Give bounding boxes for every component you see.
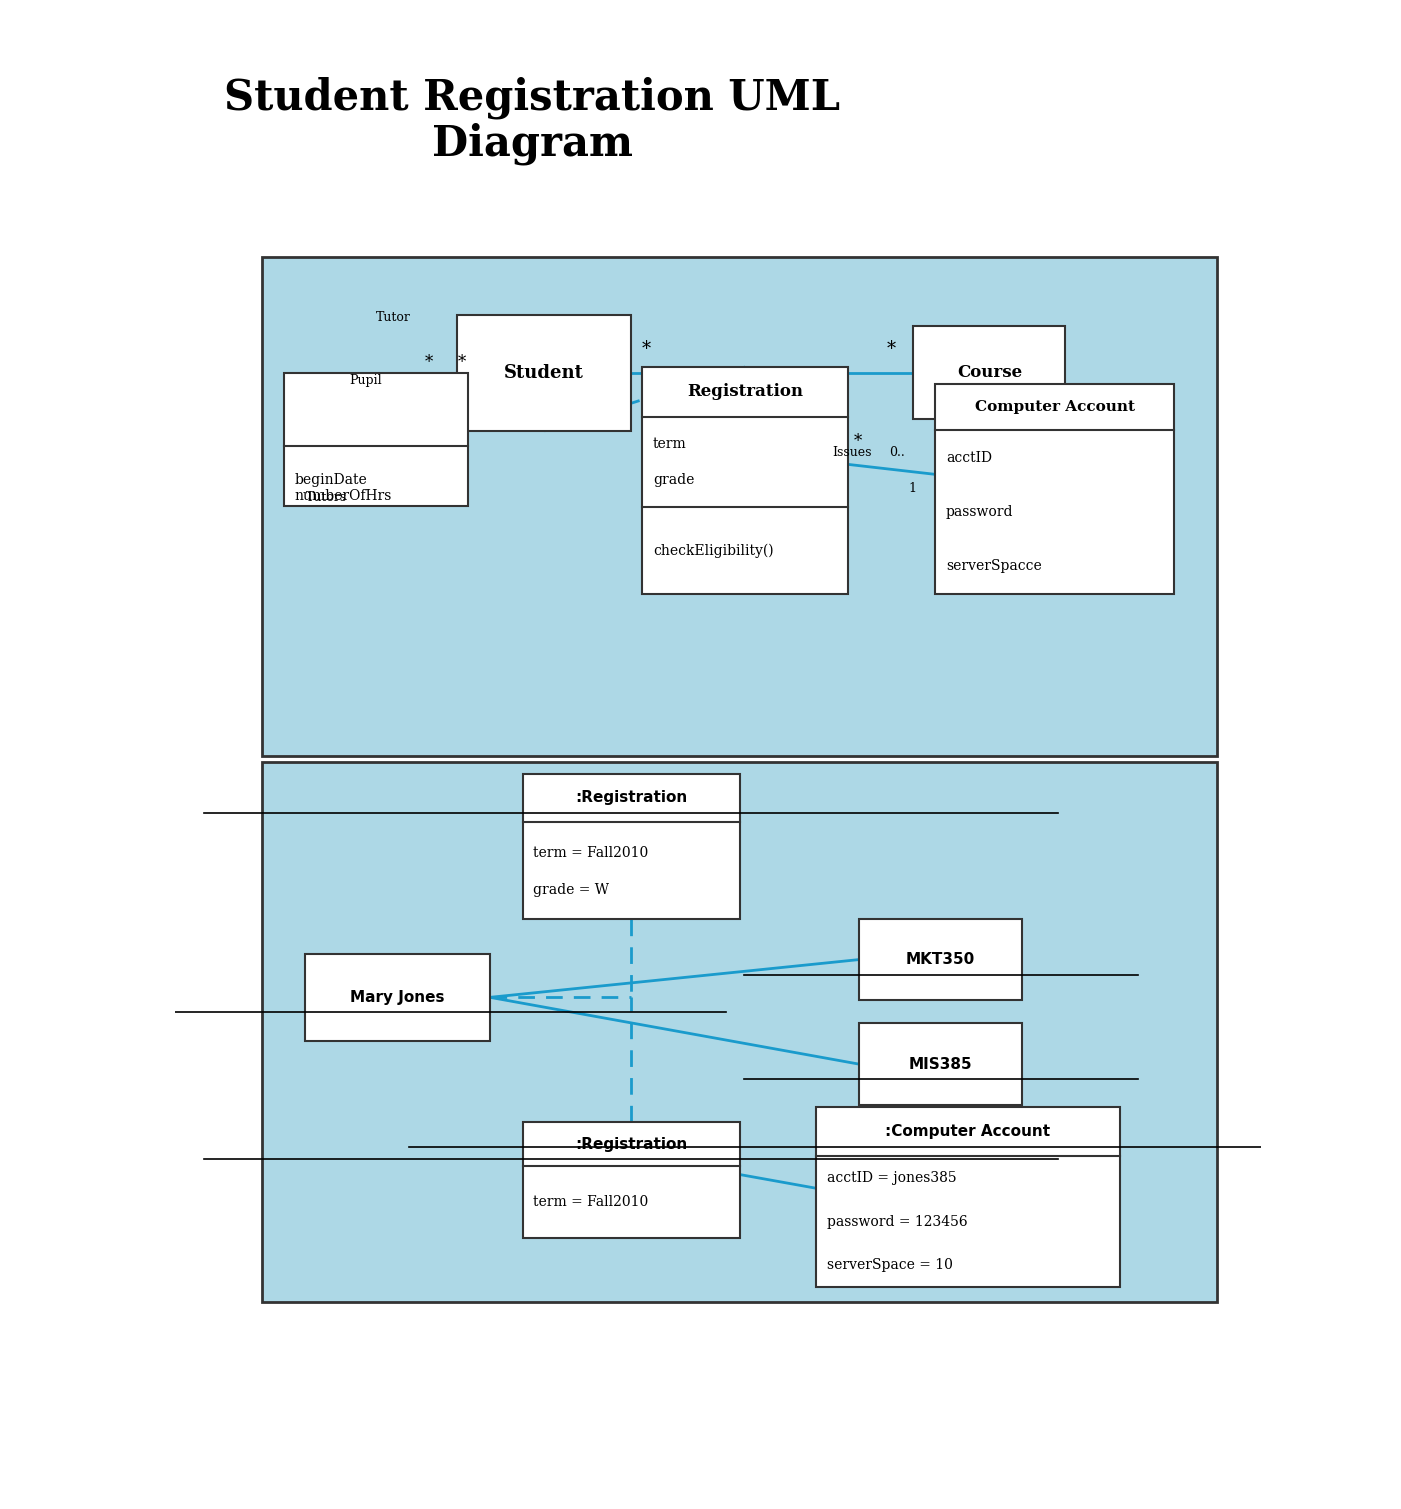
FancyBboxPatch shape bbox=[913, 326, 1066, 420]
Text: *: * bbox=[457, 355, 465, 371]
Text: serverSpace = 10: serverSpace = 10 bbox=[827, 1259, 953, 1272]
FancyBboxPatch shape bbox=[859, 919, 1023, 1000]
Text: beginDate: beginDate bbox=[294, 472, 367, 487]
FancyBboxPatch shape bbox=[305, 954, 490, 1041]
FancyBboxPatch shape bbox=[283, 373, 468, 507]
FancyBboxPatch shape bbox=[642, 367, 849, 593]
Text: MKT350: MKT350 bbox=[906, 952, 975, 967]
Text: *: * bbox=[642, 340, 651, 358]
Text: 0..: 0.. bbox=[890, 445, 905, 459]
FancyBboxPatch shape bbox=[262, 257, 1217, 756]
Text: term = Fall2010: term = Fall2010 bbox=[534, 1195, 649, 1209]
Text: serverSpacce: serverSpacce bbox=[946, 560, 1042, 573]
Text: Student Registration UML: Student Registration UML bbox=[224, 77, 841, 119]
Text: acctID = jones385: acctID = jones385 bbox=[827, 1171, 957, 1185]
Text: grade = W: grade = W bbox=[534, 883, 609, 896]
Text: :Computer Account: :Computer Account bbox=[885, 1124, 1051, 1139]
Text: MIS385: MIS385 bbox=[909, 1056, 972, 1071]
Text: Pupil: Pupil bbox=[349, 374, 381, 388]
FancyBboxPatch shape bbox=[815, 1108, 1119, 1287]
Text: Student: Student bbox=[504, 364, 584, 382]
Text: Course: Course bbox=[957, 364, 1021, 382]
Text: term = Fall2010: term = Fall2010 bbox=[534, 845, 649, 860]
FancyBboxPatch shape bbox=[859, 1023, 1023, 1105]
Text: grade: grade bbox=[653, 474, 695, 487]
FancyBboxPatch shape bbox=[523, 774, 740, 919]
Text: password = 123456: password = 123456 bbox=[827, 1215, 967, 1228]
Text: Diagram: Diagram bbox=[432, 122, 633, 164]
FancyBboxPatch shape bbox=[523, 1123, 740, 1239]
Text: Computer Account: Computer Account bbox=[975, 400, 1135, 415]
Text: checkEligibility(): checkEligibility() bbox=[653, 543, 773, 558]
Text: Registration: Registration bbox=[686, 383, 803, 400]
Text: *: * bbox=[853, 433, 862, 450]
FancyBboxPatch shape bbox=[936, 385, 1174, 593]
Text: Wondershare: Wondershare bbox=[1191, 44, 1295, 59]
Text: *: * bbox=[425, 355, 433, 371]
Text: :Registration: :Registration bbox=[574, 791, 688, 806]
Text: *: * bbox=[887, 340, 895, 358]
Text: Mary Jones: Mary Jones bbox=[350, 990, 446, 1005]
Text: EdrawMax: EdrawMax bbox=[1202, 89, 1283, 104]
Text: acctID: acctID bbox=[946, 451, 992, 465]
Circle shape bbox=[999, 35, 1196, 107]
FancyBboxPatch shape bbox=[457, 315, 632, 432]
Text: term: term bbox=[653, 438, 686, 451]
Text: Tutor: Tutor bbox=[375, 311, 410, 323]
Text: password: password bbox=[946, 506, 1013, 519]
Text: numberOfHrs: numberOfHrs bbox=[294, 489, 392, 502]
Text: D: D bbox=[1087, 60, 1108, 83]
Text: 1: 1 bbox=[908, 481, 916, 495]
Text: Issues: Issues bbox=[832, 445, 871, 459]
Text: Tutors: Tutors bbox=[305, 490, 346, 504]
Text: :Registration: :Registration bbox=[574, 1136, 688, 1151]
FancyBboxPatch shape bbox=[262, 762, 1217, 1302]
